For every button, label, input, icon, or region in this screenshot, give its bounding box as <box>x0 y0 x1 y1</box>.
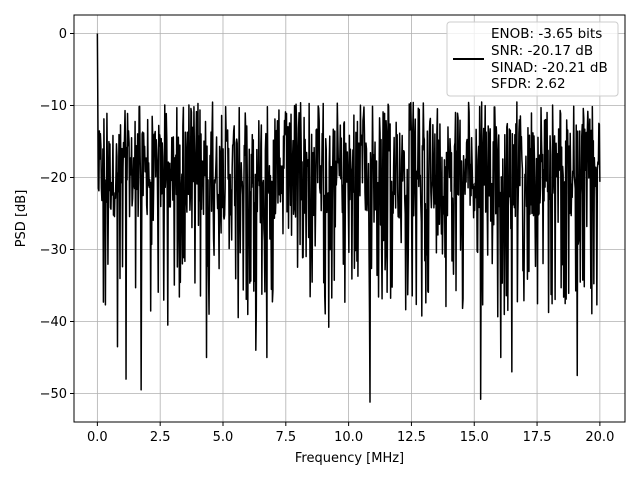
y-tick-label: 0 <box>59 27 67 42</box>
ticks: 0.0 2.5 5.0 7.5 10.0 12.5 15.0 17.5 20.0 0 −10 −20 −… <box>40 27 615 445</box>
x-tick-label: 17.5 <box>523 430 552 445</box>
x-tick-label: 7.5 <box>275 430 296 445</box>
y-tick-label: −40 <box>40 315 67 330</box>
y-tick-label: −30 <box>40 243 67 258</box>
x-tick-label: 10.0 <box>334 430 363 445</box>
x-axis-label: Frequency [MHz] <box>295 451 404 466</box>
series-layer <box>96 33 601 403</box>
legend: ENOB: -3.65 bits SNR: -20.17 dB SINAD: -… <box>446 21 619 97</box>
x-tick-label: 0.0 <box>87 430 108 445</box>
legend-entry-snr: SNR: -20.17 dB <box>491 43 593 59</box>
legend-entry-sinad: SINAD: -20.21 dB <box>491 60 608 76</box>
y-tick-label: −20 <box>40 171 67 186</box>
axes-frame <box>73 14 626 423</box>
x-tick-label: 5.0 <box>213 430 234 445</box>
x-tick-label: 15.0 <box>460 430 489 445</box>
legend-entry-enob: ENOB: -3.65 bits <box>491 26 602 42</box>
x-tick-label: 20.0 <box>585 430 614 445</box>
legend-box <box>446 21 619 97</box>
y-tick-label: −50 <box>40 387 67 402</box>
psd-series-line <box>96 33 601 403</box>
y-axis-label: PSD [dB] <box>14 190 29 248</box>
x-tick-label: 2.5 <box>150 430 171 445</box>
y-tick-label: −10 <box>40 99 67 114</box>
x-tick-label: 12.5 <box>397 430 426 445</box>
legend-entry-sfdr: SFDR: 2.62 <box>491 76 566 92</box>
